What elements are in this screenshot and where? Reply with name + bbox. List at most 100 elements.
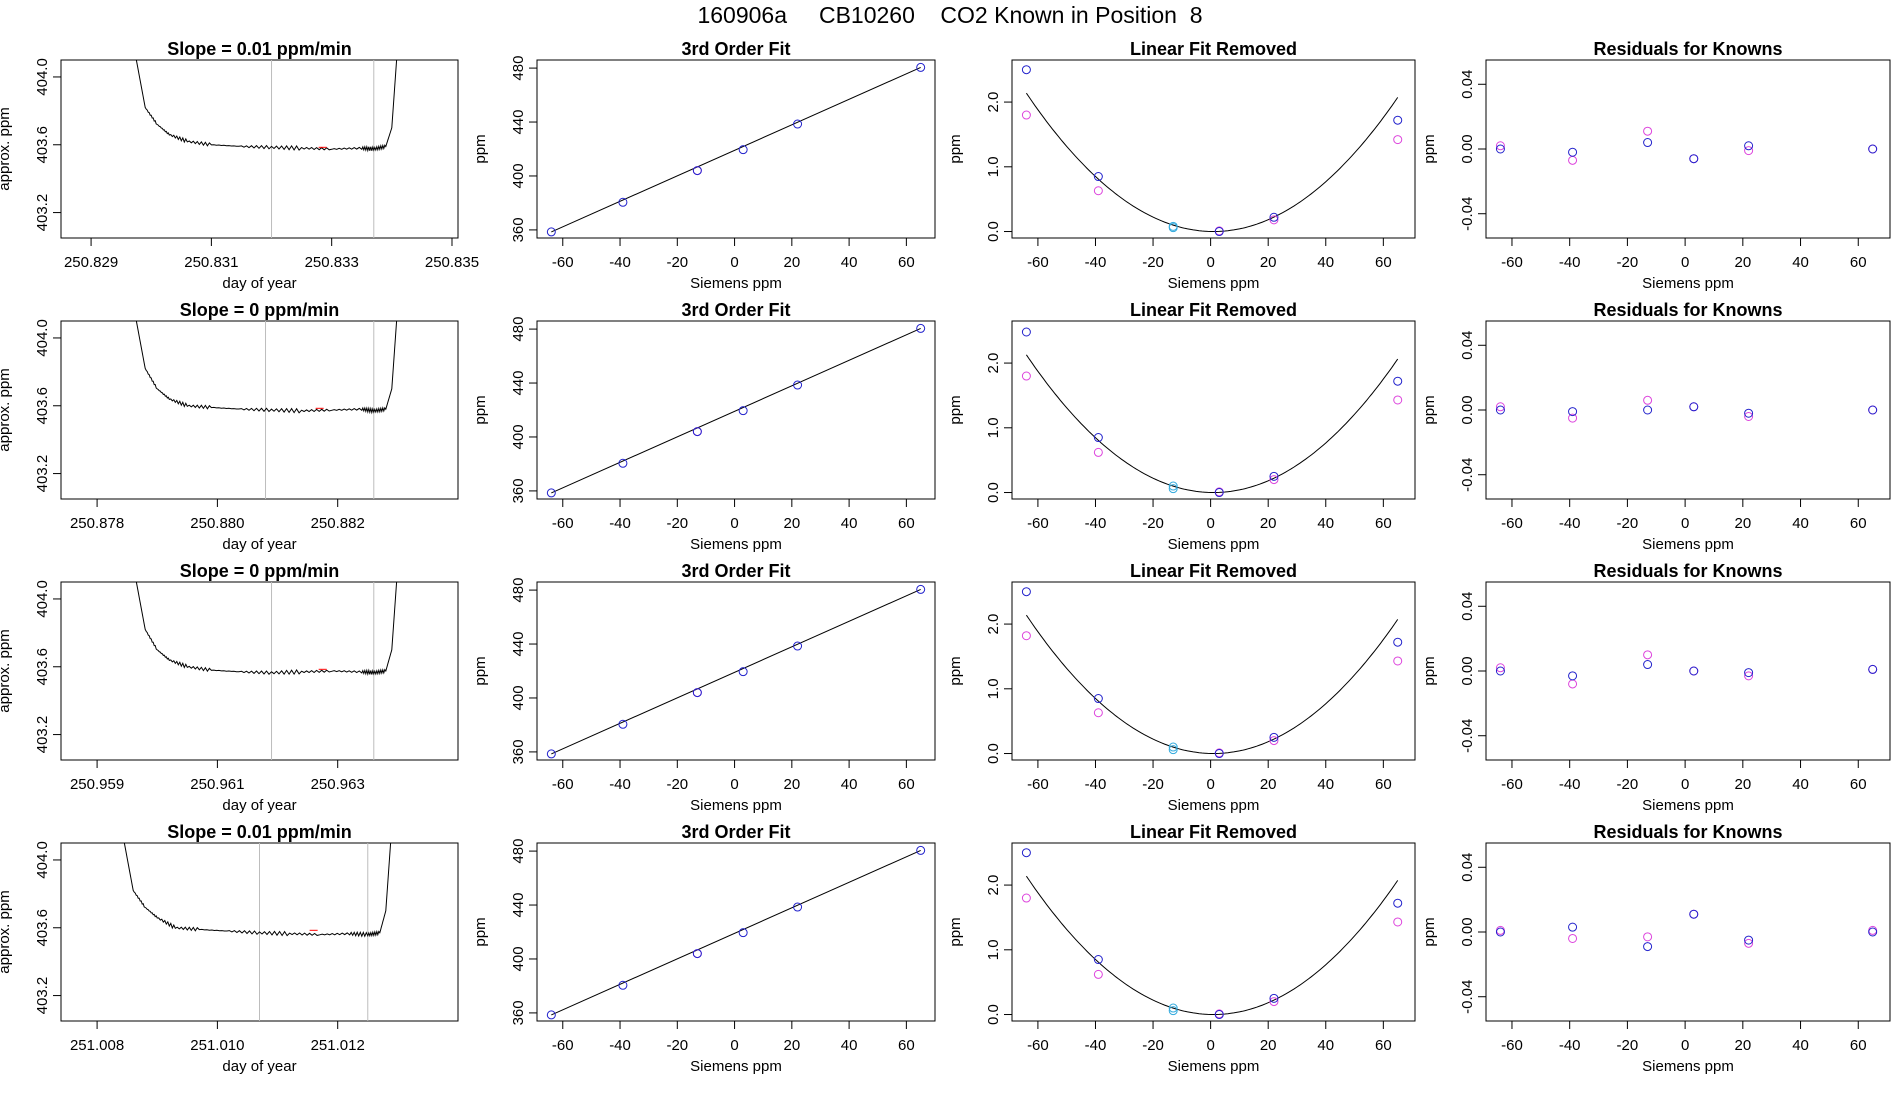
known-point	[692, 166, 702, 176]
x-tick-label: 60	[1375, 776, 1392, 793]
x-tick-label: 60	[898, 254, 915, 271]
known-point	[1689, 909, 1699, 919]
x-tick-label: -60	[1501, 1037, 1523, 1054]
known-point	[1214, 1010, 1224, 1020]
plot-frame	[536, 581, 936, 761]
x-tick-label: -60	[552, 1037, 574, 1054]
known-point	[1689, 666, 1699, 676]
y-tick-label: 403.2	[34, 455, 51, 493]
y-axis-label: approx. ppm	[0, 107, 13, 190]
x-tick-label: -40	[609, 515, 631, 532]
x-tick-label: -40	[1559, 515, 1581, 532]
x-tick-label: -60	[1501, 254, 1523, 271]
known-point	[546, 749, 556, 759]
y-tick-label: 480	[510, 317, 527, 342]
y-axis-label: ppm	[472, 134, 489, 163]
x-tick-label: -20	[1142, 776, 1164, 793]
known-point	[1269, 471, 1279, 481]
panel-title: 3rd Order Fit	[681, 822, 790, 842]
x-tick-label: -40	[609, 776, 631, 793]
x-tick-label: 0	[730, 515, 738, 532]
x-tick-label: 40	[1317, 515, 1334, 532]
panel-linear_removed	[1004, 320, 1416, 507]
known-point	[1168, 481, 1178, 491]
x-axis-label: day of year	[222, 275, 296, 292]
x-tick-label: 60	[898, 515, 915, 532]
residual-point	[1093, 447, 1103, 457]
series-line	[135, 60, 398, 153]
x-tick-label: -20	[666, 1037, 688, 1054]
x-tick-label: -40	[1559, 776, 1581, 793]
fit-curve	[1025, 92, 1399, 232]
panel-title: Slope = 0.01 ppm/min	[167, 822, 352, 842]
x-tick-label: 250.959	[70, 776, 124, 793]
x-tick-label: -20	[1142, 1037, 1164, 1054]
known-point	[618, 458, 628, 468]
y-tick-label: 2.0	[985, 353, 1002, 374]
known-point	[618, 980, 628, 990]
y-tick-label: 0.00	[1459, 656, 1476, 685]
x-tick-label: 20	[1260, 254, 1277, 271]
known-point	[916, 323, 926, 333]
x-axis-label: Siemens ppm	[1642, 275, 1734, 292]
known-point	[1568, 671, 1578, 681]
known-point	[1269, 993, 1279, 1003]
x-tick-label: 40	[841, 1037, 858, 1054]
x-tick-label: -60	[552, 515, 574, 532]
x-axis-label: day of year	[222, 1058, 296, 1075]
y-tick-label: 0.0	[985, 743, 1002, 764]
x-tick-label: 60	[1850, 1037, 1867, 1054]
known-point	[1093, 172, 1103, 182]
x-tick-label: 40	[841, 254, 858, 271]
panel-timeseries	[53, 59, 459, 246]
y-tick-label: 0.00	[1459, 395, 1476, 424]
residual-point	[1269, 475, 1279, 485]
x-tick-label: -60	[1027, 1037, 1049, 1054]
x-tick-label: 0	[1206, 515, 1214, 532]
residual-point	[1021, 371, 1031, 381]
x-tick-label: -20	[1617, 254, 1639, 271]
x-tick-label: 0	[1206, 254, 1214, 271]
panel-title: 3rd Order Fit	[681, 561, 790, 581]
x-tick-label: 250.829	[64, 254, 118, 271]
x-tick-label: 60	[1850, 254, 1867, 271]
known-point	[1744, 668, 1754, 678]
x-axis-label: day of year	[222, 536, 296, 553]
x-tick-label: -40	[1085, 1037, 1107, 1054]
x-tick-label: -60	[1027, 254, 1049, 271]
x-tick-label: 20	[1734, 515, 1751, 532]
x-tick-label: 0	[730, 776, 738, 793]
residual-point	[1568, 155, 1578, 165]
x-axis-label: Siemens ppm	[1642, 1058, 1734, 1075]
x-tick-label: 60	[1850, 776, 1867, 793]
x-tick-label: -60	[552, 776, 574, 793]
residual-point	[1643, 650, 1653, 660]
x-axis-label: Siemens ppm	[690, 797, 782, 814]
y-tick-label: 0.0	[985, 482, 1002, 503]
plot-frame	[60, 320, 459, 500]
known-point	[1168, 1003, 1178, 1013]
residual-point	[1568, 933, 1578, 943]
x-axis-label: Siemens ppm	[1642, 536, 1734, 553]
known-point	[692, 949, 702, 959]
panel-title: Linear Fit Removed	[1130, 300, 1297, 320]
panel-fit	[529, 842, 936, 1029]
x-tick-label: 20	[1734, 776, 1751, 793]
residual-point	[1643, 126, 1653, 136]
y-tick-label: 0.04	[1459, 331, 1476, 360]
known-point	[1643, 405, 1653, 415]
known-point	[793, 641, 803, 651]
x-tick-label: 250.961	[190, 776, 244, 793]
y-tick-label: 480	[510, 578, 527, 603]
residual-point	[1393, 395, 1403, 405]
x-tick-label: -20	[1617, 515, 1639, 532]
y-axis-label: approx. ppm	[0, 368, 13, 451]
x-tick-label: 250.882	[311, 515, 365, 532]
residual-point	[1643, 932, 1653, 942]
panel-residuals	[1478, 581, 1891, 768]
residual-point	[1495, 141, 1505, 151]
x-tick-label: -40	[1085, 776, 1107, 793]
y-tick-label: 0.0	[985, 221, 1002, 242]
known-point	[1568, 147, 1578, 157]
